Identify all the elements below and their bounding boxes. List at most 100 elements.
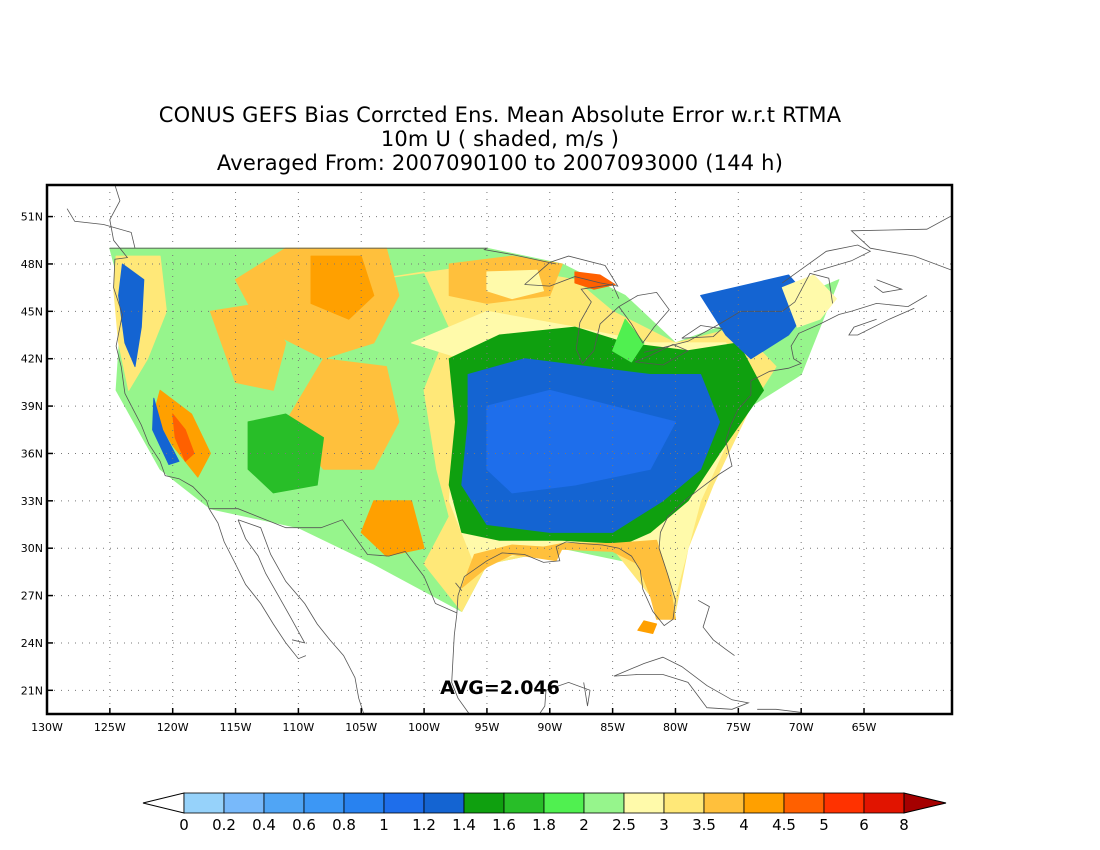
shaded-region: [172, 413, 195, 462]
coastline: [848, 307, 915, 336]
colorbar-swatch: [703, 792, 745, 814]
colorbar-label: 1.8: [532, 816, 556, 834]
lat-tick-label: 36N: [21, 447, 43, 460]
coastline: [697, 599, 735, 656]
colorbar-swatch: [223, 792, 265, 814]
colorbar-swatch: [543, 792, 585, 814]
colorbar-label: 2.5: [612, 816, 636, 834]
lon-tick-label: 95W: [474, 721, 499, 734]
average-annotation: AVG=2.046: [440, 677, 560, 699]
lat-tick-label: 27N: [21, 590, 43, 603]
lon-tick-label: 130W: [31, 721, 63, 734]
colorbar-label: 0.4: [252, 816, 276, 834]
coastline: [524, 255, 619, 287]
longitude-tick-labels: 130W 125W 120W 115W 110W 105W 100W 95W 90W 85W 80W…: [31, 708, 877, 734]
lon-tick-label: 85W: [600, 721, 625, 734]
title-line-3: Averaged From: 2007090100 to 2007093000 …: [216, 151, 784, 175]
lat-tick-label: 51N: [21, 211, 43, 224]
colorbar-label: 0.6: [292, 816, 316, 834]
shaded-region: [574, 271, 616, 290]
colorbar-swatch: [423, 792, 465, 814]
coastline: [237, 519, 365, 714]
lon-tick-label: 80W: [663, 721, 688, 734]
colorbar-label: 0.2: [212, 816, 236, 834]
map-frame: [45, 183, 954, 716]
lat-tick-label: 21N: [21, 684, 43, 697]
coastline: [635, 344, 689, 366]
colorbar-over-arrow: [903, 792, 947, 814]
lon-tick-label: 105W: [345, 721, 377, 734]
colorbar-swatch: [863, 792, 905, 814]
coastline: [451, 295, 928, 714]
colorbar-swatch: [263, 792, 305, 814]
shaded-region: [118, 263, 145, 368]
coastline: [209, 508, 457, 614]
colorbar-swatch: [463, 792, 505, 814]
error-shading: [109, 247, 840, 634]
colorbar-swatch: [823, 792, 865, 814]
colorbar-swatch: [743, 792, 785, 814]
colorbar-label: 4.5: [772, 816, 796, 834]
colorbar-swatch: [583, 792, 625, 814]
lon-tick-label: 110W: [282, 721, 314, 734]
shaded-region: [360, 500, 425, 557]
lon-tick-label: 65W: [852, 721, 877, 734]
colorbar-label: 6: [859, 816, 869, 834]
coastline: [757, 708, 804, 714]
coastline: [109, 247, 557, 265]
colorbar-label: 5: [819, 816, 829, 834]
coastline: [66, 208, 136, 249]
colorbar-swatch: [303, 792, 345, 814]
colorbar-swatch: [183, 792, 225, 814]
lat-tick-label: 33N: [21, 495, 43, 508]
title-line-2: 10m U ( shaded, m/s ): [380, 127, 620, 151]
colorbar-label: 2: [579, 816, 589, 834]
shaded-region: [152, 397, 180, 465]
lat-tick-label: 39N: [21, 400, 43, 413]
lon-tick-label: 120W: [157, 721, 189, 734]
lat-tick-label: 45N: [21, 305, 43, 318]
colorbar-label: 0: [179, 816, 189, 834]
coastline: [618, 291, 670, 344]
lon-tick-label: 125W: [94, 721, 126, 734]
shaded-region: [323, 260, 356, 284]
coastline: [237, 519, 306, 644]
colorbar-swatch: [663, 792, 705, 814]
colorbar-label: 1: [379, 816, 389, 834]
coastline: [538, 681, 591, 714]
lat-tick-label: 48N: [21, 258, 43, 271]
colorbar-label: 4: [739, 816, 749, 834]
lat-tick-label: 42N: [21, 353, 43, 366]
colorbar-under-arrow: [142, 792, 185, 814]
colorbar-swatch: [623, 792, 665, 814]
shaded-region: [637, 620, 658, 634]
coastline: [613, 656, 750, 710]
lon-tick-label: 75W: [726, 721, 751, 734]
colorbar-swatch: [503, 792, 545, 814]
coastline: [850, 215, 952, 271]
colorbar-swatch: [383, 792, 425, 814]
lon-tick-label: 100W: [408, 721, 440, 734]
coastline: [873, 279, 904, 293]
lat-tick-label: 24N: [21, 637, 43, 650]
shaded-region: [209, 302, 287, 391]
lon-tick-label: 70W: [789, 721, 814, 734]
shaded-region: [486, 389, 676, 494]
colorbar-label: 0.8: [332, 816, 356, 834]
latitude-tick-labels: 21N 24N 27N 30N 33N 36N 39N 42N 45N 48N 51N: [21, 211, 53, 697]
coastline: [109, 185, 307, 660]
colorbar: 0 0.2 0.4 0.6 0.8 1 1.2 1.4 1.6 1.8 2 2.5 3 3.5 4 4.5 5 6…: [142, 792, 947, 834]
lat-tick-label: 30N: [21, 542, 43, 555]
colorbar-label: 3: [659, 816, 669, 834]
colorbar-label: 1.4: [452, 816, 476, 834]
lon-tick-label: 115W: [220, 721, 252, 734]
colorbar-swatch: [343, 792, 385, 814]
lon-tick-label: 90W: [537, 721, 562, 734]
colorbar-swatch: [783, 792, 825, 814]
colorbar-label: 3.5: [692, 816, 716, 834]
coastline: [575, 284, 620, 365]
coastline: [681, 325, 723, 339]
coastline: [455, 582, 463, 592]
title-line-1: CONUS GEFS Bias Corrcted Ens. Mean Absol…: [158, 103, 842, 127]
